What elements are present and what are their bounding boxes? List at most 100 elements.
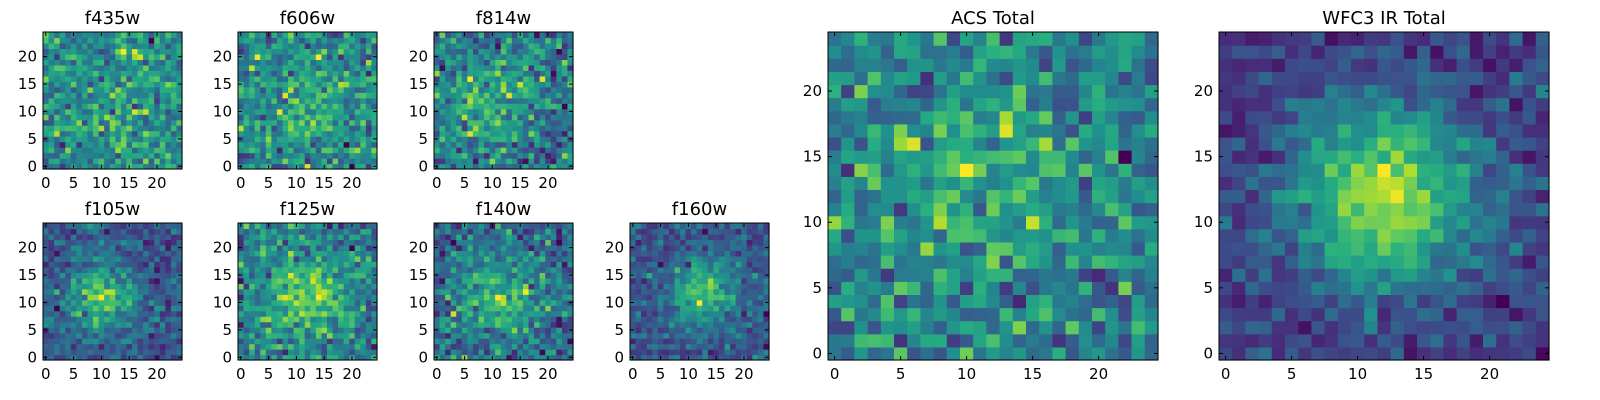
- heatmap-cell: [450, 114, 457, 121]
- heatmap-cell: [539, 283, 546, 290]
- heatmap-cell: [321, 97, 328, 104]
- heatmap-cell: [652, 349, 659, 356]
- heatmap-cell: [718, 261, 726, 268]
- heatmap-cell: [238, 228, 245, 235]
- heatmap-cell: [371, 130, 378, 137]
- heatmap-cell: [109, 37, 116, 44]
- heatmap-cell: [137, 310, 144, 317]
- heatmap-cell: [338, 233, 345, 241]
- heatmap-cell: [652, 283, 659, 290]
- heatmap-cell: [946, 255, 961, 269]
- heatmap-cell: [522, 75, 530, 82]
- heatmap-cell: [315, 261, 322, 268]
- heatmap-cell: [59, 152, 66, 159]
- heatmap-cell: [450, 103, 457, 110]
- heatmap-cell: [724, 294, 731, 301]
- heatmap-cell: [685, 321, 692, 328]
- heatmap-cell: [299, 92, 306, 99]
- heatmap-cell: [120, 70, 127, 77]
- heatmap-cell: [260, 86, 267, 93]
- heatmap-cell: [371, 343, 378, 350]
- heatmap-cell: [154, 299, 161, 306]
- heatmap-cell: [304, 272, 311, 279]
- heatmap-cell: [299, 125, 306, 132]
- heatmap-cell: [98, 343, 105, 350]
- heatmap-cell: [326, 70, 334, 77]
- heatmap-cell: [360, 321, 367, 328]
- heatmap-cell: [841, 189, 855, 204]
- heatmap-cell: [65, 141, 72, 148]
- heatmap-cell: [500, 299, 507, 306]
- heatmap-cell: [484, 152, 491, 159]
- heatmap-cell: [349, 75, 356, 82]
- heatmap-cell: [282, 152, 289, 159]
- heatmap-cell: [439, 81, 446, 88]
- heatmap-cell: [365, 250, 373, 257]
- heatmap-cell: [920, 320, 935, 335]
- heatmap-cell: [59, 288, 66, 295]
- heatmap-cell: [165, 81, 172, 88]
- heatmap-cell: [288, 103, 295, 110]
- heatmap-cell: [81, 108, 89, 115]
- heatmap-cell: [326, 338, 334, 345]
- heatmap-cell: [360, 316, 367, 323]
- heatmap-cell: [522, 294, 530, 301]
- heatmap-cell: [54, 152, 61, 159]
- heatmap-cell: [567, 223, 574, 230]
- heatmap-cell: [76, 233, 83, 241]
- heatmap-cell: [907, 281, 921, 295]
- heatmap-cell: [293, 310, 300, 317]
- heatmap-cell: [76, 59, 83, 66]
- heatmap-cell: [456, 48, 463, 55]
- heatmap-cell: [674, 223, 681, 230]
- heatmap-cell: [338, 305, 345, 312]
- heatmap-cell: [946, 176, 961, 191]
- heatmap-cell: [282, 354, 289, 361]
- heatmap-cell: [973, 255, 987, 269]
- heatmap-cell: [495, 266, 502, 273]
- heatmap-cell: [98, 316, 105, 323]
- heatmap-cell: [115, 86, 122, 93]
- heatmap-cell: [1026, 255, 1040, 269]
- heatmap-cell: [238, 255, 245, 262]
- heatmap-cell: [154, 305, 161, 312]
- heatmap-cell: [70, 244, 77, 251]
- heatmap-cell: [567, 158, 574, 165]
- heatmap-cell: [360, 299, 367, 306]
- heatmap-cell: [960, 176, 974, 191]
- heatmap-cell: [472, 316, 480, 323]
- heatmap-cell: [1078, 228, 1093, 243]
- heatmap-cell: [841, 320, 855, 335]
- heatmap-cell: [545, 277, 552, 284]
- heatmap-cell: [326, 119, 334, 126]
- heatmap-cell: [506, 114, 513, 121]
- heatmap-cell: [360, 228, 367, 235]
- heatmap-cell: [243, 321, 250, 328]
- heatmap-cell: [680, 283, 687, 290]
- heatmap-cell: [271, 354, 278, 361]
- heatmap-cell: [718, 343, 726, 350]
- heatmap-cell: [65, 53, 72, 60]
- heatmap-cell: [478, 158, 485, 165]
- heatmap-cell: [696, 233, 703, 241]
- heatmap-cell: [87, 332, 94, 339]
- heatmap-cell: [680, 305, 687, 312]
- heatmap-cell: [1026, 176, 1040, 191]
- heatmap-cell: [841, 163, 855, 177]
- heatmap-cell: [288, 343, 295, 350]
- heatmap-cell: [894, 176, 908, 191]
- heatmap-cell: [539, 250, 546, 257]
- heatmap-cell: [76, 130, 83, 137]
- heatmap-cell: [288, 97, 295, 104]
- heatmap-cell: [326, 81, 334, 88]
- heatmap-cell: [467, 338, 474, 345]
- heatmap-cell: [131, 343, 139, 350]
- heatmap-cell: [76, 244, 83, 251]
- heatmap-cell: [461, 37, 468, 44]
- heatmap-cell: [456, 81, 463, 88]
- heatmap-cell: [467, 349, 474, 356]
- heatmap-cell: [159, 103, 166, 110]
- heatmap-cell: [148, 354, 155, 361]
- heatmap-cell: [735, 233, 742, 241]
- heatmap-cell: [321, 288, 328, 295]
